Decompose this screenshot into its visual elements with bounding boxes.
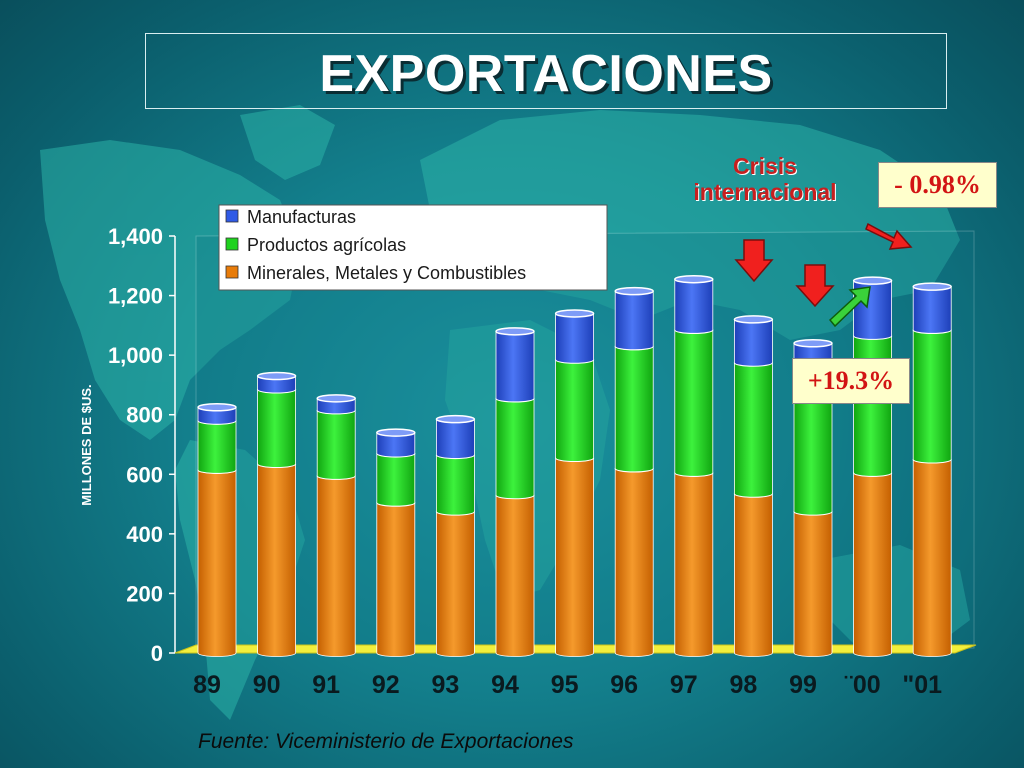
bar-agricolas-9 (733, 362, 774, 498)
legend-swatch-agricolas (225, 237, 239, 251)
bar-minerales-1 (256, 463, 297, 657)
bar-minerales-5 (495, 494, 535, 657)
x-tick-label: 96 (610, 671, 638, 699)
bar-minerales-6 (554, 457, 595, 657)
bar-manufacturas-8 (674, 274, 714, 334)
down-right-arrow-decline (865, 222, 913, 250)
change-positive-badge: +19.3% (792, 358, 910, 404)
y-tick-label: 600 (126, 462, 163, 487)
y-tick-label: 200 (126, 581, 163, 606)
x-tick-label: 97 (670, 671, 698, 699)
x-tick-label: "01 (902, 671, 942, 699)
bar-agricolas-5 (495, 397, 535, 500)
x-tick-label: 95 (551, 671, 579, 699)
x-tick-label: 91 (312, 671, 340, 699)
up-right-arrow-growth (828, 286, 871, 328)
bar-minerales-11 (852, 472, 893, 657)
bar-agricolas-3 (376, 453, 416, 507)
bar-manufacturas-0 (197, 403, 237, 425)
bar-agricolas-7 (614, 345, 654, 473)
bar-manufacturas-5 (495, 327, 535, 403)
legend-label-agricolas: Productos agrícolas (247, 235, 406, 255)
bar-agricolas-12 (912, 329, 952, 464)
bar-minerales-3 (376, 502, 416, 657)
crisis-label-line2: internacional (693, 179, 837, 205)
legend-label-minerales: Minerales, Metales y Combustibles (247, 263, 526, 283)
bar-manufacturas-2 (316, 394, 356, 415)
y-tick-label: 1,200 (108, 284, 163, 309)
continent-greenland (240, 105, 335, 180)
x-tick-label: 99 (789, 671, 817, 699)
x-tick-label: 90 (253, 671, 281, 699)
bar-manufacturas-3 (376, 428, 416, 458)
legend-swatch-manufacturas (225, 209, 239, 223)
bar-manufacturas-7 (614, 286, 654, 351)
bar-minerales-2 (316, 475, 356, 657)
y-tick-label: 0 (151, 641, 163, 666)
bar-minerales-0 (197, 469, 237, 657)
crisis-label-line1: Crisis (733, 153, 797, 179)
title-box: EXPORTACIONES (145, 33, 947, 109)
bar-agricolas-2 (316, 409, 356, 480)
bar-manufacturas-11 (852, 276, 893, 340)
bar-manufacturas-12 (912, 282, 952, 334)
x-tick-label: ¨00 (845, 671, 881, 699)
legend-swatch-minerales (225, 265, 239, 279)
down-arrow-98 (734, 239, 774, 283)
x-tick-label: 92 (372, 671, 400, 699)
x-tick-label: 94 (491, 671, 519, 699)
bar-manufacturas-1 (256, 371, 297, 394)
page-title: EXPORTACIONES (319, 45, 773, 103)
y-axis-label: MILLONES DE $US. (79, 384, 94, 505)
bar-agricolas-0 (197, 420, 237, 474)
y-tick-label: 1,000 (108, 343, 163, 368)
x-tick-label: 93 (431, 671, 459, 699)
source-note: Fuente: Viceministerio de Exportaciones (198, 730, 574, 753)
bar-agricolas-11 (852, 335, 893, 477)
change-negative-badge: - 0.98% (878, 162, 997, 208)
y-tick-label: 800 (126, 403, 163, 428)
legend-label-manufacturas: Manufacturas (247, 207, 356, 227)
crisis-annotation: Crisis internacional (660, 153, 870, 205)
bar-manufacturas-6 (554, 309, 595, 364)
y-tick-label: 1,400 (108, 224, 163, 249)
bar-agricolas-8 (674, 329, 714, 477)
bar-manufacturas-4 (435, 414, 476, 459)
down-arrow-99 (795, 264, 835, 308)
legend: Manufacturas Productos agrícolas Minerales… (218, 204, 608, 291)
bar-minerales-4 (435, 511, 476, 657)
bar-agricolas-4 (435, 454, 476, 516)
bar-minerales-8 (674, 472, 714, 657)
bar-minerales-10 (793, 511, 833, 657)
bar-agricolas-6 (554, 359, 595, 462)
bar-manufacturas-9 (733, 315, 774, 367)
bar-agricolas-1 (256, 388, 297, 468)
bar-minerales-12 (912, 458, 952, 657)
bar-minerales-9 (733, 493, 774, 657)
bar-minerales-7 (614, 467, 654, 657)
y-tick-label: 400 (126, 522, 163, 547)
x-tick-label: 98 (729, 671, 757, 699)
x-tick-label: 89 (193, 671, 221, 699)
